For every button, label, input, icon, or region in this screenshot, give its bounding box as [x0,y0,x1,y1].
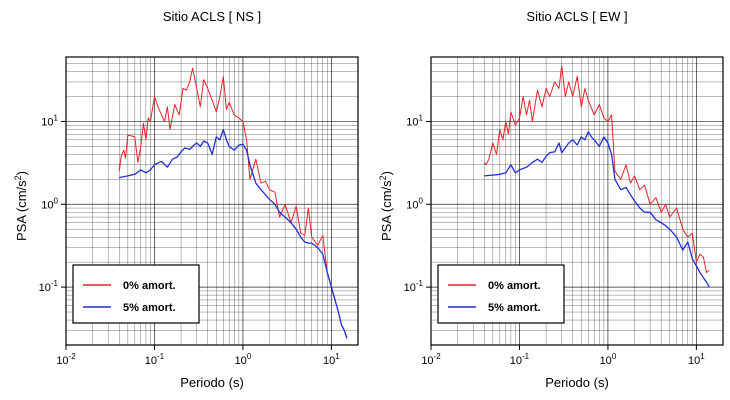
plot-frame [65,56,359,346]
x-tick-label: 100 [235,352,252,367]
chart-panel-2: Sitio ACLS [ EW ] 10-2 10-1 100 101 10-1 100 10… [378,9,724,390]
x-tick-label: 10-1 [510,352,530,367]
legend-label: 5% amort. [123,302,176,314]
y-tick-label: 101 [406,113,423,128]
legend: 0% amort. 5% amort. [72,264,200,324]
series-line-amort-0 [483,65,710,273]
x-tick-label: 10-1 [145,352,165,367]
x-axis-label: Periodo (s) [180,375,244,390]
series-line-amort-5 [484,131,710,288]
chart-title: Sitio ACLS [ EW ] [526,9,627,24]
legend-box [72,264,200,324]
legend-label: 5% amort. [488,302,541,314]
x-tick-label: 101 [688,352,705,367]
legend: 0% amort. 5% amort. [437,264,565,324]
y-axis-label: PSA (cm/s2) [378,171,394,241]
chart-panel-1: Sitio ACLS [ NS ] 10-2 10-1 100 101 10-1 100 10… [13,9,359,390]
y-tick-label: 100 [41,196,58,211]
y-tick-label: 100 [406,196,423,211]
x-tick-label: 10-2 [421,352,441,367]
y-tick-label: 10-1 [39,279,59,294]
x-tick-label: 100 [600,352,617,367]
y-axis-label: PSA (cm/s2) [13,171,29,241]
y-tick-label: 10-1 [404,279,424,294]
plot-frame [430,56,724,346]
legend-label: 0% amort. [123,280,176,292]
series-line-amort-0 [118,67,348,338]
x-tick-label: 10-2 [56,352,76,367]
series-line-amort-5 [119,128,348,339]
chart-title: Sitio ACLS [ NS ] [163,9,261,24]
x-tick-label: 101 [323,352,340,367]
legend-label: 0% amort. [488,280,541,292]
y-tick-label: 101 [41,113,58,128]
x-axis-label: Periodo (s) [545,375,609,390]
legend-box [437,264,565,324]
